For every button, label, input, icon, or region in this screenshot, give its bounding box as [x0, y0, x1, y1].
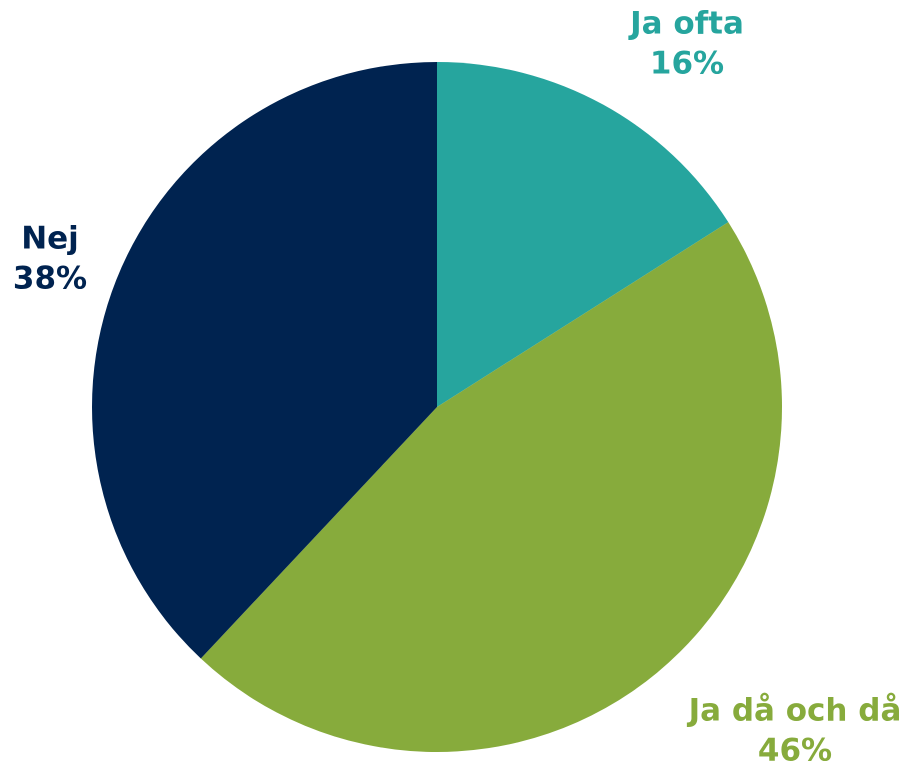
pie-slice: [200, 222, 783, 753]
slice-label: Nej: [21, 221, 79, 257]
pie-slice: [437, 62, 729, 407]
slice-label: Ja då och då: [687, 693, 902, 729]
pie-slice: [91, 62, 438, 659]
slice-value-label: 16%: [650, 46, 724, 82]
slice-value-label: 38%: [13, 261, 87, 297]
slice-value-label: 46%: [758, 733, 832, 769]
slice-label: Ja ofta: [628, 6, 744, 42]
